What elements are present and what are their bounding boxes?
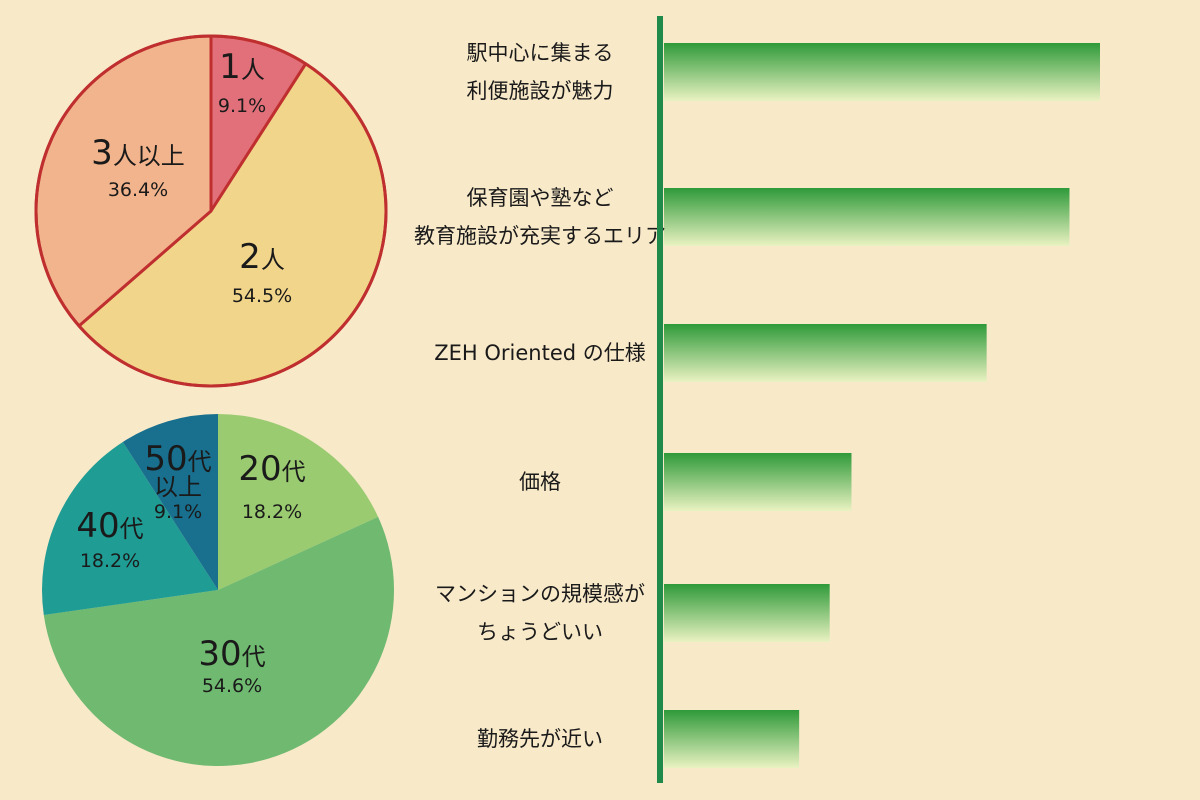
pie-slice-40代 — [41, 441, 218, 616]
bar — [664, 453, 852, 511]
bar — [664, 584, 830, 642]
slice-percent: 9.1% — [154, 501, 202, 523]
pie-slice-label: 50代 — [144, 439, 211, 479]
bar — [664, 43, 1100, 101]
slice-unit: 代 — [188, 448, 212, 476]
pie-border — [34, 34, 388, 388]
bar-category-label: ZEH Oriented の仕様 — [434, 341, 646, 365]
slice-unit-extra: 以上 — [154, 473, 202, 501]
slice-number: 50 — [144, 439, 187, 479]
slice-number: 3 — [91, 133, 113, 173]
slice-number: 1 — [219, 47, 241, 87]
bar — [664, 188, 1070, 246]
slice-unit: 代 — [120, 515, 144, 543]
slice-percent: 36.4% — [108, 179, 168, 201]
slice-percent: 18.2% — [242, 501, 302, 523]
bar-category-label: 駅中心に集まる — [467, 41, 614, 65]
slice-unit: 人 — [241, 56, 265, 84]
pie-slice-label: 20代 — [238, 449, 305, 489]
bar — [664, 324, 987, 382]
slice-number: 40 — [76, 506, 119, 546]
pie-slice-label: 30代 — [198, 634, 265, 674]
bar-category-label: 教育施設が充実するエリア — [414, 224, 666, 248]
bar-axis-line — [657, 16, 663, 783]
pie-slice-label: 1人 — [219, 47, 265, 87]
bar — [664, 710, 800, 768]
bar-category-label: 利便施設が魅力 — [467, 79, 614, 103]
slice-unit: 代 — [242, 643, 266, 671]
pie-slice-label: 40代 — [76, 506, 143, 546]
slice-number: 20 — [238, 449, 281, 489]
bar-category-label: マンションの規模感が — [435, 582, 645, 606]
pie-slice-label: 3人以上 — [91, 133, 185, 173]
bar-category-label: 保育園や塾など — [467, 186, 614, 210]
slice-unit: 人以上 — [113, 142, 185, 170]
slice-unit: 人 — [261, 246, 285, 274]
slice-percent: 54.6% — [202, 675, 262, 697]
slice-number: 2 — [239, 237, 261, 277]
bar-category-label: 勤務先が近い — [477, 727, 603, 751]
pie-slice-label: 2人 — [239, 237, 285, 277]
slice-percent: 9.1% — [218, 95, 266, 117]
slice-percent: 18.2% — [80, 550, 140, 572]
pie-slice-50代 — [122, 414, 218, 590]
slice-percent: 54.5% — [232, 285, 292, 307]
pie-slice-20代 — [218, 414, 379, 590]
pie-slice-30代 — [43, 516, 394, 766]
bar-category-label: 価格 — [519, 470, 561, 494]
bar-category-label: ちょうどいい — [477, 620, 603, 644]
slice-unit: 代 — [282, 458, 306, 486]
slice-number: 30 — [198, 634, 241, 674]
